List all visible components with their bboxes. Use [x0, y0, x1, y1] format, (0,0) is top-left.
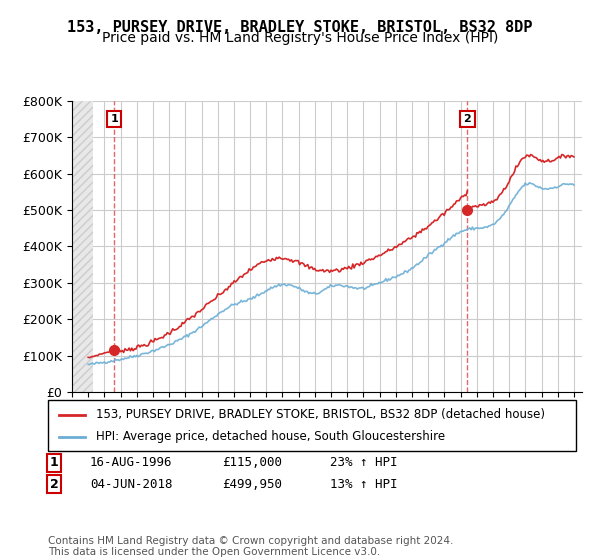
- FancyBboxPatch shape: [48, 400, 576, 451]
- Text: £499,950: £499,950: [222, 478, 282, 491]
- Text: 13% ↑ HPI: 13% ↑ HPI: [330, 478, 398, 491]
- Text: 16-AUG-1996: 16-AUG-1996: [90, 456, 173, 469]
- Text: 1: 1: [110, 114, 118, 124]
- Bar: [72, 101, 88, 392]
- Text: £115,000: £115,000: [222, 456, 282, 469]
- Text: 153, PURSEY DRIVE, BRADLEY STOKE, BRISTOL, BS32 8DP: 153, PURSEY DRIVE, BRADLEY STOKE, BRISTO…: [67, 20, 533, 35]
- Text: Contains HM Land Registry data © Crown copyright and database right 2024.
This d: Contains HM Land Registry data © Crown c…: [48, 535, 454, 557]
- Text: 153, PURSEY DRIVE, BRADLEY STOKE, BRISTOL, BS32 8DP (detached house): 153, PURSEY DRIVE, BRADLEY STOKE, BRISTO…: [95, 408, 545, 421]
- Text: 23% ↑ HPI: 23% ↑ HPI: [330, 456, 398, 469]
- Text: 04-JUN-2018: 04-JUN-2018: [90, 478, 173, 491]
- Text: 2: 2: [50, 478, 58, 491]
- Text: 2: 2: [463, 114, 471, 124]
- Text: HPI: Average price, detached house, South Gloucestershire: HPI: Average price, detached house, Sout…: [95, 430, 445, 443]
- Text: Price paid vs. HM Land Registry's House Price Index (HPI): Price paid vs. HM Land Registry's House …: [102, 31, 498, 45]
- Text: 1: 1: [50, 456, 58, 469]
- Bar: [72, 101, 88, 392]
